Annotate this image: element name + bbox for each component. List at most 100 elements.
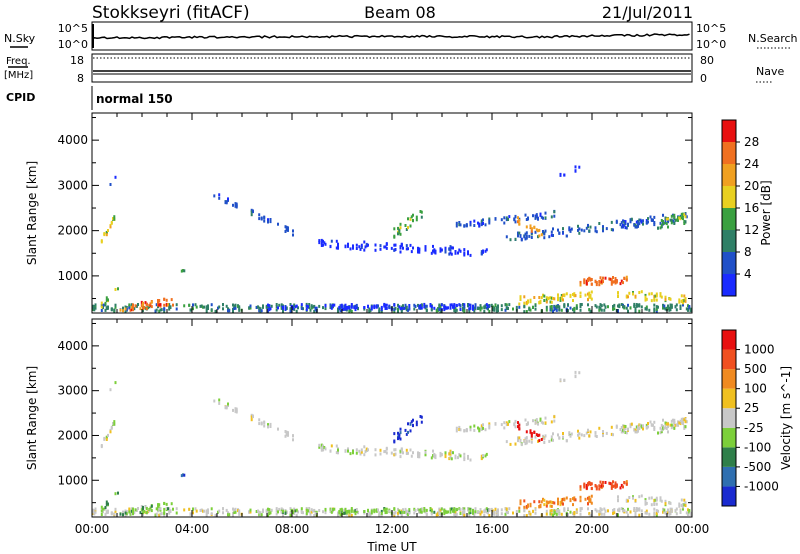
heatmap-cell [338, 305, 341, 309]
heatmap-cell [260, 309, 263, 313]
heatmap-cell [458, 303, 461, 307]
heatmap-cell [673, 216, 676, 219]
heatmap-cell [550, 215, 553, 219]
heatmap-cell [463, 305, 466, 309]
heatmap-cell [653, 309, 656, 313]
heatmap-cell [534, 511, 537, 515]
heatmap-cell [419, 510, 422, 514]
heatmap-cell [467, 303, 469, 306]
heatmap-cell [339, 508, 342, 512]
heatmap-cell [540, 420, 543, 424]
heatmap-cell [482, 454, 484, 458]
heatmap-cell [628, 496, 631, 499]
heatmap-cell [537, 229, 539, 233]
heatmap-cell [494, 304, 497, 307]
heatmap-cell [102, 303, 104, 307]
y-tick-label: 1000 [57, 269, 88, 283]
heatmap-cell [552, 501, 554, 505]
heatmap-cell [308, 306, 311, 310]
heatmap-cell [680, 216, 683, 220]
heatmap-cell [662, 507, 664, 511]
heatmap-cell [368, 310, 371, 314]
heatmap-cell [640, 290, 643, 294]
heatmap-cell [402, 511, 404, 515]
heatmap-cell [659, 426, 662, 430]
heatmap-cell [605, 431, 608, 435]
heatmap-cell [642, 222, 644, 226]
heatmap-cell [617, 295, 619, 298]
heatmap-cell [330, 306, 333, 310]
heatmap-cell [260, 513, 263, 517]
heatmap-cell [322, 243, 324, 247]
heatmap-cell [585, 279, 588, 283]
heatmap-cell [227, 513, 229, 517]
heatmap-cell [660, 219, 663, 222]
heatmap-cell [222, 507, 224, 511]
heatmap-cell [292, 438, 294, 442]
heatmap-cell [473, 309, 476, 313]
heatmap-cell [333, 303, 336, 307]
heatmap-cell [350, 507, 353, 510]
heatmap-cell [523, 301, 526, 305]
heatmap-cell [157, 305, 159, 309]
heatmap-cell [567, 507, 569, 511]
heatmap-cell [448, 452, 451, 456]
heatmap-cell [203, 509, 206, 513]
heatmap-cell [557, 502, 559, 506]
heatmap-cell [594, 279, 597, 283]
heatmap-cell [660, 428, 663, 432]
heatmap-cell [622, 509, 624, 513]
colorbar-frame [721, 329, 737, 507]
heatmap-cell [602, 225, 604, 229]
heatmap-cell [655, 294, 658, 298]
heatmap-cell [549, 296, 552, 300]
heatmap-cell [487, 307, 489, 311]
heatmap-cell [622, 223, 624, 227]
heatmap-cell [587, 428, 589, 432]
heatmap-cell [202, 509, 204, 513]
heatmap-cell [109, 183, 112, 186]
heatmap-cell [379, 452, 382, 456]
heatmap-cell [480, 428, 483, 431]
x-tick-label: 04:00 [175, 522, 210, 536]
heatmap-cell [255, 306, 258, 309]
heatmap-cell [450, 246, 453, 250]
heatmap-cell [683, 426, 686, 430]
heatmap-cell [638, 218, 641, 222]
heatmap-cell [492, 512, 494, 516]
heatmap-cell [595, 283, 598, 287]
heatmap-cell [490, 303, 493, 307]
heatmap-cell [284, 511, 287, 515]
heatmap-cell [124, 305, 127, 309]
heatmap-cell [409, 224, 412, 228]
heatmap-cell [533, 296, 536, 299]
heatmap-cell [574, 165, 577, 169]
heatmap-cell [680, 212, 683, 216]
heatmap-cell [633, 302, 636, 306]
heatmap-cell [545, 500, 548, 504]
heatmap-cell [142, 505, 144, 509]
heatmap-cell [459, 308, 462, 311]
heatmap-cell [518, 305, 521, 309]
heatmap-cell [277, 510, 279, 514]
heatmap-cell [532, 419, 534, 423]
heatmap-cell [103, 233, 106, 237]
heatmap-cell [455, 221, 458, 225]
heatmap-cell [674, 509, 677, 513]
y-tick-label: 1000 [57, 473, 88, 487]
heatmap-cell [629, 425, 632, 429]
heatmap-cell [560, 498, 563, 502]
heatmap-cell [348, 309, 351, 313]
heatmap-cell [530, 434, 533, 438]
heatmap-cell [500, 218, 503, 222]
heatmap-cell [550, 233, 553, 237]
heatmap-cell [463, 458, 466, 462]
heatmap-cell [610, 220, 613, 224]
heatmap-cell [439, 454, 442, 458]
heatmap-cell [105, 503, 108, 507]
heatmap-cell [528, 234, 531, 238]
heatmap-cell [634, 514, 637, 517]
heatmap-cell [542, 230, 544, 233]
heatmap-cell [292, 510, 294, 514]
heatmap-cell [352, 449, 354, 453]
